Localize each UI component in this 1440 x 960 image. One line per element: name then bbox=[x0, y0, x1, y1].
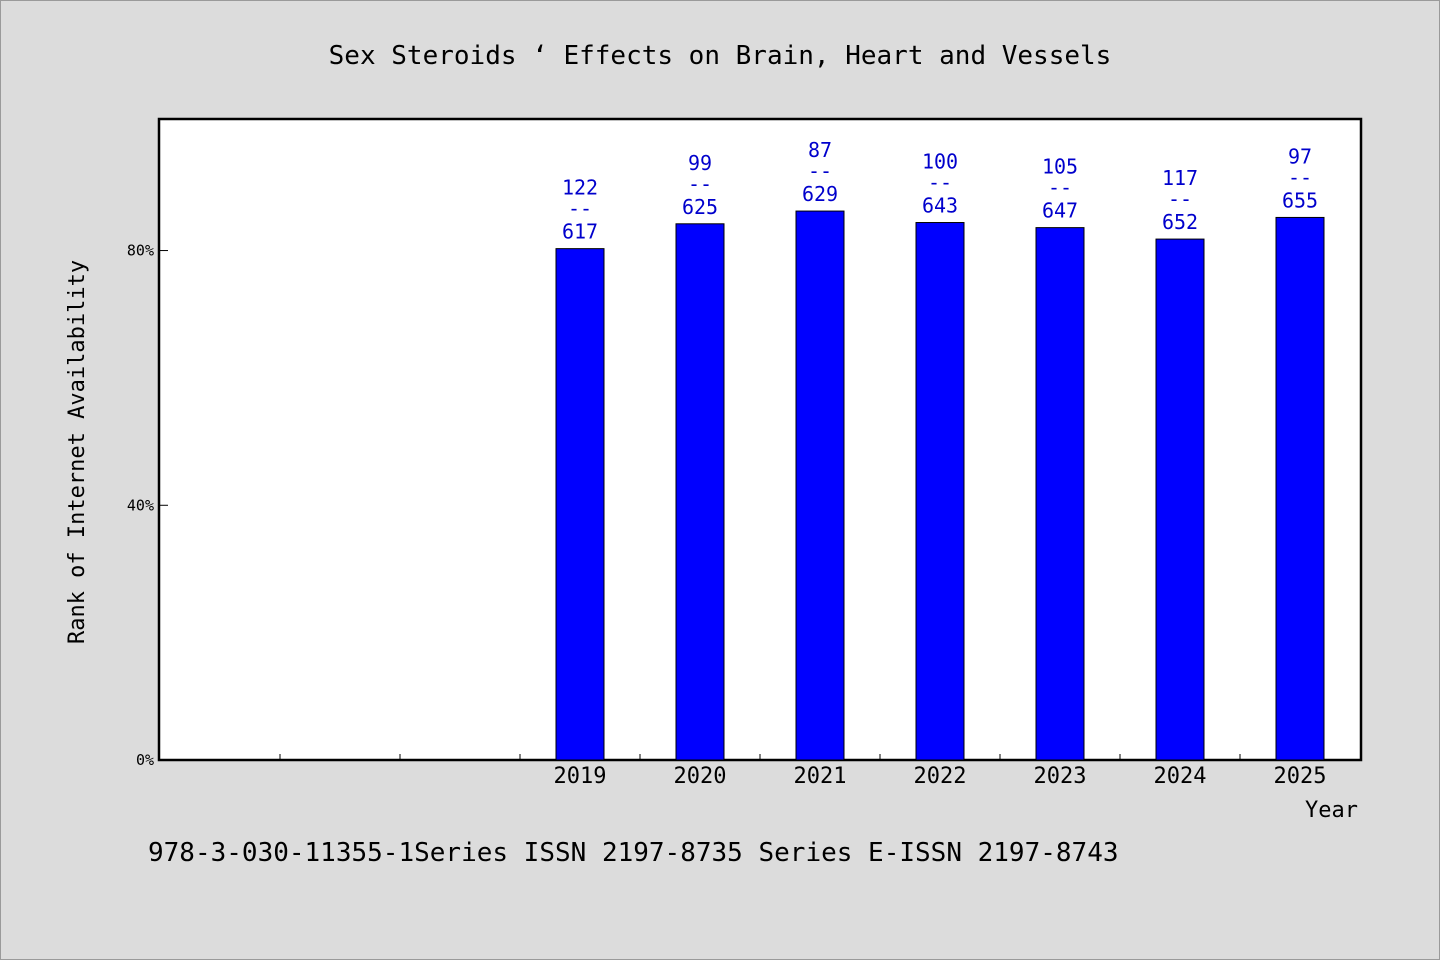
data-label-bottom: 629 bbox=[802, 182, 838, 206]
data-label-bottom: 625 bbox=[682, 195, 718, 219]
data-label-bottom: 655 bbox=[1282, 188, 1318, 212]
data-labels: 122--61799--62587--629100--643105--64711… bbox=[562, 138, 1318, 244]
bar bbox=[915, 222, 965, 761]
bar bbox=[555, 248, 605, 761]
data-label-sep: -- bbox=[568, 197, 592, 221]
data-label-sep: -- bbox=[688, 172, 712, 196]
bar bbox=[1035, 227, 1085, 761]
data-label-bottom: 647 bbox=[1042, 199, 1078, 223]
data-label-top: 87 bbox=[808, 138, 832, 162]
data-label-top: 122 bbox=[562, 176, 598, 200]
y-tick-label: 40% bbox=[127, 496, 154, 514]
data-label-top: 99 bbox=[688, 151, 712, 175]
bars bbox=[555, 210, 1325, 761]
x-tick-label: 2021 bbox=[794, 764, 847, 789]
footer-text: 978-3-030-11355-1Series ISSN 2197-8735 S… bbox=[148, 838, 1119, 868]
x-tick-label: 2019 bbox=[554, 764, 607, 789]
y-tick-label: 80% bbox=[127, 242, 154, 260]
data-label-bottom: 652 bbox=[1162, 210, 1198, 234]
y-tick-label: 0% bbox=[136, 751, 154, 769]
x-tick-label: 2020 bbox=[674, 764, 727, 789]
data-label-top: 105 bbox=[1042, 155, 1078, 179]
data-label-sep: -- bbox=[808, 159, 832, 183]
y-axis-label: Rank of Internet Availability bbox=[65, 260, 90, 644]
bar bbox=[675, 223, 725, 761]
x-tick-label: 2024 bbox=[1154, 764, 1207, 789]
y-axis: 0% 40% 80% bbox=[127, 242, 168, 769]
x-axis: 2019 2020 2021 2022 2023 2024 2025 bbox=[279, 754, 1327, 789]
data-label-bottom: 617 bbox=[562, 220, 598, 244]
data-label-top: 97 bbox=[1288, 144, 1312, 168]
data-label-sep: -- bbox=[928, 171, 952, 195]
chart-title: Sex Steroids ‘ Effects on Brain, Heart a… bbox=[329, 41, 1112, 71]
data-label-sep: -- bbox=[1168, 187, 1192, 211]
data-label-sep: -- bbox=[1048, 176, 1072, 200]
bar bbox=[1275, 216, 1325, 761]
data-label-sep: -- bbox=[1288, 165, 1312, 189]
bar bbox=[1155, 238, 1205, 761]
bar bbox=[795, 210, 845, 761]
data-label-bottom: 643 bbox=[922, 194, 958, 218]
x-tick-label: 2023 bbox=[1034, 764, 1087, 789]
x-tick-label: 2025 bbox=[1274, 764, 1327, 789]
x-tick-label: 2022 bbox=[914, 764, 967, 789]
data-label-top: 100 bbox=[922, 150, 958, 174]
x-axis-label: Year bbox=[1305, 798, 1358, 823]
data-label-top: 117 bbox=[1162, 166, 1198, 190]
